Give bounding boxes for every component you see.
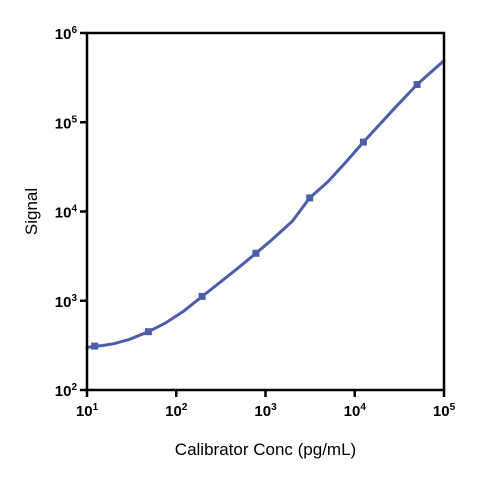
- y-tick-label: 105: [55, 114, 78, 132]
- data-point: [252, 249, 260, 257]
- data-points: [91, 81, 421, 350]
- x-tick-label: 104: [344, 402, 367, 420]
- y-tick-label: 106: [55, 25, 78, 43]
- data-point: [413, 81, 421, 88]
- x-tick-label: 103: [254, 402, 277, 420]
- y-tick-label: 103: [55, 293, 78, 311]
- x-axis-label: Calibrator Conc (pg/mL): [175, 440, 356, 459]
- y-tick-label: 102: [55, 382, 78, 400]
- data-point: [144, 328, 152, 336]
- x-axis: 101 102 103 104 105: [76, 390, 456, 420]
- data-point: [306, 194, 314, 202]
- plot-area: [85, 59, 446, 350]
- y-axis-label: Signal: [22, 188, 41, 235]
- y-tick-label: 104: [55, 204, 78, 222]
- y-axis: 102 103 104 105 106: [55, 25, 87, 400]
- fit-curve: [85, 59, 446, 349]
- x-tick-label: 101: [76, 402, 99, 420]
- x-tick-label: 102: [165, 402, 188, 420]
- data-point: [91, 342, 99, 350]
- data-point: [198, 292, 206, 300]
- data-point: [359, 138, 367, 146]
- x-tick-label: 105: [433, 402, 456, 420]
